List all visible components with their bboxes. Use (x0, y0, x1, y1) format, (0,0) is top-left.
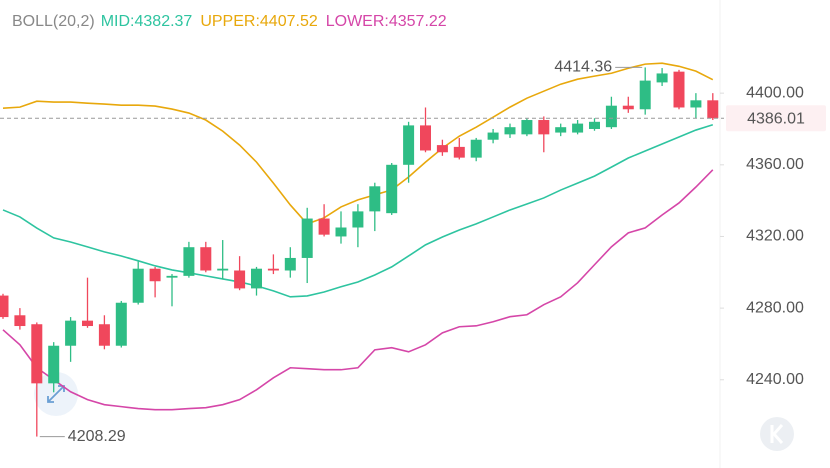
legend-entry: UPPER:4407.52 (200, 13, 318, 30)
candle-body (605, 105, 617, 128)
candle-body (217, 268, 229, 271)
candle-body (200, 247, 212, 271)
last-price-tag (726, 105, 826, 132)
legend-entry: MID:4382.37 (101, 13, 193, 30)
candle-body (622, 105, 634, 110)
y-tick-label: 4360.00 (746, 156, 804, 173)
candle-body (369, 186, 381, 212)
candle-body (521, 120, 533, 135)
legend: BOLL(20,2) MID:4382.37 UPPER:4407.52 LOWER:… (12, 13, 447, 30)
candle-body (31, 324, 43, 384)
y-tick-label: 4240.00 (746, 371, 804, 388)
candle-body (470, 139, 482, 158)
candle-body (487, 132, 499, 140)
candle-body (115, 302, 127, 346)
candle-body (420, 125, 431, 151)
candle-body (656, 73, 668, 83)
legend-entry: LOWER:4357.22 (326, 13, 447, 30)
candle-body (639, 80, 651, 110)
high-label: 4414.36 (554, 59, 612, 76)
candle-body (673, 71, 685, 108)
candle-body (318, 218, 330, 235)
candle-body (267, 268, 279, 271)
y-tick-label: 4400.00 (746, 84, 804, 101)
candle-body (149, 268, 161, 282)
candle-body (436, 145, 448, 153)
kline-button[interactable] (760, 417, 794, 451)
boll-upper (2, 62, 714, 225)
boll-mid (2, 123, 714, 298)
candle-body (538, 120, 550, 135)
boll-lower (2, 169, 714, 411)
candle-body (335, 227, 347, 237)
candle-body (82, 320, 93, 327)
candle-body (98, 324, 110, 346)
candle-body (0, 295, 9, 318)
candle-body (707, 100, 719, 119)
candle-body (166, 275, 178, 278)
zoom-icon (47, 385, 65, 403)
candle-body (386, 164, 398, 214)
candle-body (284, 257, 296, 271)
candle-body (453, 146, 465, 158)
last-price-label: 4386.01 (747, 110, 805, 127)
y-tick-label: 4320.00 (746, 228, 804, 245)
candle-body (555, 127, 567, 133)
candle-body (504, 127, 516, 135)
y-tick-label: 4280.00 (746, 299, 804, 316)
candle-body (589, 121, 600, 129)
indicator-name: BOLL(20,2) (12, 13, 95, 30)
kline-icon (770, 424, 784, 444)
candle-body (301, 218, 313, 258)
candle-body (14, 315, 26, 327)
candle-body (690, 100, 702, 108)
candle-body (183, 247, 195, 276)
candle-body (572, 123, 584, 133)
candle-body (352, 211, 364, 228)
low-label: 4208.29 (68, 428, 126, 445)
candle-body (251, 268, 262, 289)
candle-body (403, 125, 415, 165)
candle-body (48, 345, 60, 384)
candle-body (65, 320, 77, 346)
candle-body (234, 270, 246, 289)
candle-body (132, 268, 144, 303)
